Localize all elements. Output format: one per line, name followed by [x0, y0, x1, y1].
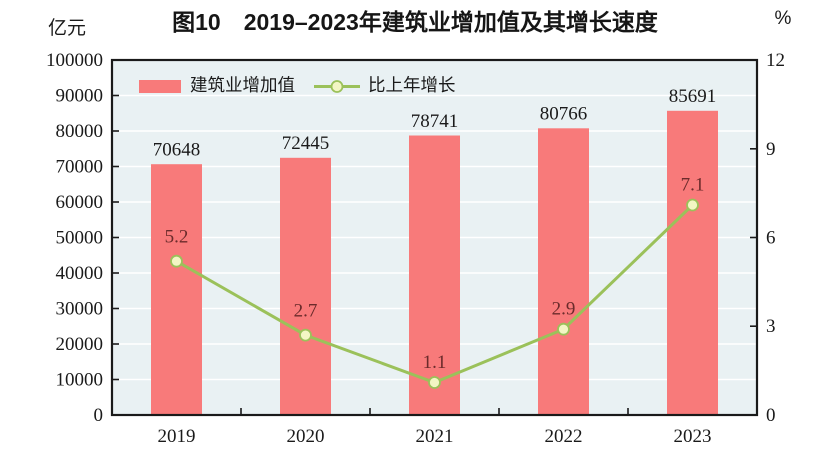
svg-text:40000: 40000	[56, 263, 104, 284]
svg-text:5.2: 5.2	[165, 227, 189, 248]
svg-text:比上年增长: 比上年增长	[368, 75, 456, 95]
svg-text:2021: 2021	[416, 426, 454, 447]
svg-text:70000: 70000	[56, 157, 104, 178]
svg-text:90000: 90000	[56, 86, 104, 107]
svg-text:12: 12	[766, 50, 785, 71]
svg-text:78741: 78741	[411, 111, 459, 132]
svg-text:50000: 50000	[56, 228, 104, 249]
svg-text:2022: 2022	[545, 426, 583, 447]
svg-text:3: 3	[766, 316, 776, 337]
svg-text:2023: 2023	[674, 426, 712, 447]
svg-text:80766: 80766	[540, 104, 588, 125]
svg-text:30000: 30000	[56, 299, 104, 320]
svg-text:2020: 2020	[287, 426, 325, 447]
svg-text:2.7: 2.7	[294, 300, 318, 321]
svg-text:20000: 20000	[56, 334, 104, 355]
svg-text:建筑业增加值: 建筑业增加值	[190, 75, 295, 95]
svg-text:2.9: 2.9	[552, 299, 576, 320]
svg-text:图10 2019–2023年建筑业增加值及其增长速度: 图10 2019–2023年建筑业增加值及其增长速度	[172, 9, 659, 35]
svg-text:10000: 10000	[56, 370, 104, 391]
svg-text:85691: 85691	[669, 86, 717, 107]
svg-text:100000: 100000	[46, 50, 103, 71]
svg-text:60000: 60000	[56, 192, 104, 213]
svg-text:9: 9	[766, 139, 776, 160]
svg-text:%: %	[775, 8, 792, 29]
svg-text:1.1: 1.1	[423, 352, 447, 373]
svg-text:7.1: 7.1	[681, 174, 705, 195]
svg-text:亿元: 亿元	[48, 17, 86, 39]
svg-text:0: 0	[94, 405, 104, 426]
svg-text:70648: 70648	[153, 140, 201, 161]
svg-text:80000: 80000	[56, 121, 104, 142]
svg-text:72445: 72445	[282, 133, 330, 154]
svg-text:0: 0	[766, 405, 776, 426]
svg-text:6: 6	[766, 228, 776, 249]
svg-text:2019: 2019	[158, 426, 196, 447]
